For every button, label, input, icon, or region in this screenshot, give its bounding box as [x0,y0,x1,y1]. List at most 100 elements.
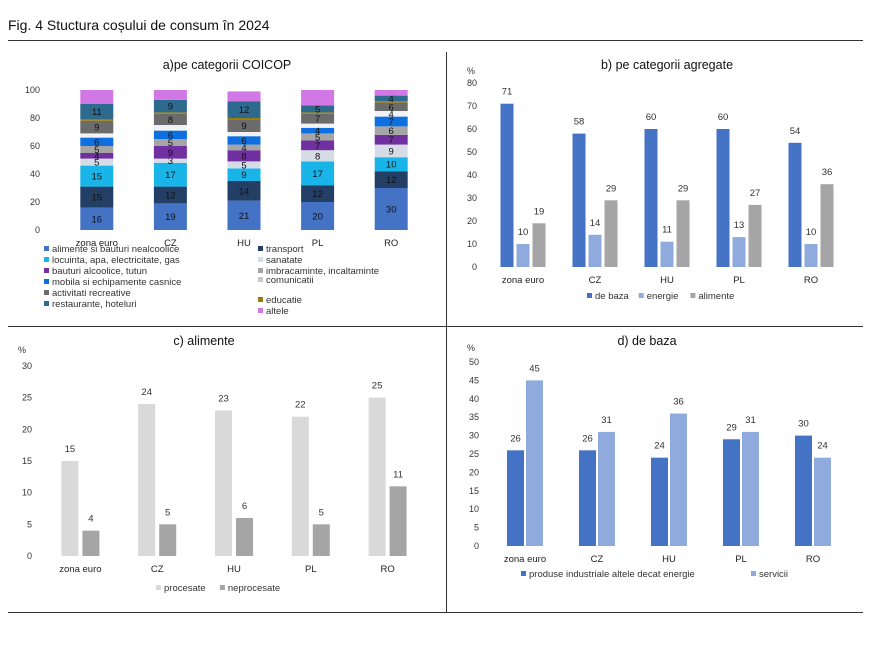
x-category-label: PL [733,275,745,286]
legend-label-recreative: activitati recreative [52,288,131,299]
chart-c-alimente: c) alimente% 0 5 10 15 20 25 30 15 4 zona euro 24 5 C… [8,328,446,611]
segment-label: 6 [94,137,99,148]
y-tick-label: 25 [469,449,479,459]
bar-servicii [670,413,687,546]
bar-segment-sanatate [301,150,335,162]
bar-alimente_agg [748,204,762,267]
segment-label: 3 [168,156,173,167]
data-label: 4 [88,514,93,525]
bar-procesate [368,397,386,556]
y-tick-label: 0 [35,225,40,235]
legend-swatch-energie [638,293,644,298]
data-label: 23 [218,393,229,404]
segment-label: 5 [315,104,320,115]
y-tick-label: 80 [30,113,40,123]
bar-segment-restaurante [227,101,261,118]
segment-label: 9 [241,121,246,132]
bar-segment-altele [301,90,335,106]
x-category-label: zona euro [504,554,546,565]
y-tick-label: 5 [27,519,32,529]
bar-segment-bauturi [153,146,187,159]
segment-label: 12 [239,105,250,116]
y-tick-label: 70 [467,101,477,111]
bar-segment-alimente [374,188,408,230]
x-category-label: RO [380,564,394,575]
data-label: 27 [750,188,761,199]
legend-swatch-servicii [751,571,756,576]
y-tick-label: 15 [22,456,32,466]
segment-label: 16 [92,214,103,225]
legend-swatch-locuinta [44,257,49,262]
legend-label-restaurante: restaurante, hoteluri [52,299,137,310]
bar-segment-bauturi [80,153,114,159]
bar-segment-restaurante [80,104,114,120]
bar-alimente_agg [604,200,618,267]
legend-label-comunicatii: comunicatii [266,275,314,286]
segment-label: 10 [386,160,397,171]
y-axis-unit: % [467,343,475,353]
bar-segment-mobila [227,136,261,145]
bar-segment-comunicatii [374,111,408,117]
data-label: 19 [534,206,545,217]
bar-segment-transport [80,186,114,208]
bar-segment-educatie [153,112,187,114]
y-tick-label: 20 [467,216,477,226]
legend-swatch-mobila [44,279,49,284]
chart-a-svg: a)pe categorii COICOP 0 20 40 60 80 100 16 15 15 5… [25,58,408,317]
segment-label: 8 [168,115,173,126]
bar-neprocesate [159,524,177,556]
segment-label: 21 [239,211,250,222]
y-axis-unit: % [467,66,475,76]
legend-swatch-de_baza [587,293,592,298]
data-label: 45 [529,363,540,374]
data-label: 24 [654,441,665,452]
bar-servicii [742,431,759,546]
y-tick-label: 100 [25,85,40,95]
chart-c-title: c) alimente [173,334,234,348]
bar-segment-comunicatii [153,125,187,131]
bar-segment-sanatate [153,158,187,163]
legend-label-imbracaminte: imbracaminte, incaltaminte [266,266,379,277]
legend-label-altele: altele [266,306,289,317]
segment-label: 7 [315,114,320,125]
bar-alimente_agg [676,200,690,267]
data-label: 54 [790,126,801,137]
y-tick-label: 50 [467,147,477,157]
segment-label: 7 [315,141,320,152]
x-category-label: RO [384,238,398,249]
bar-segment-transport [153,186,187,204]
bar-neprocesate [389,486,407,556]
bar-segment-educatie [301,112,335,114]
data-label: 15 [65,444,76,455]
data-label: 36 [673,397,684,408]
x-category-label: CZ [164,238,177,249]
segment-label: 9 [389,146,394,157]
segment-label: 7 [389,135,394,146]
middle-rule [8,326,863,327]
data-label: 11 [662,225,672,236]
legend-swatch-alimente [44,246,49,251]
x-category-label: PL [305,564,317,575]
bar-segment-recreative [374,102,408,111]
legend-swatch-produse [521,571,526,576]
bar-segment-alimente [227,200,261,230]
data-label: 13 [734,220,745,231]
segment-label: 6 [389,102,394,113]
bar-segment-locuinta [374,157,408,172]
chart-b-title: b) pe categorii agregate [601,58,733,72]
data-label: 36 [822,167,833,178]
bar-segment-sanatate [374,144,408,158]
y-tick-label: 10 [22,488,32,498]
legend-label-alimente_agg: alimente [698,291,734,302]
y-tick-label: 60 [467,124,477,134]
y-tick-label: 0 [472,262,477,272]
bar-segment-bauturi [374,134,408,145]
data-label: 10 [806,227,817,238]
bar-de_baza [644,129,658,267]
y-tick-label: 20 [30,197,40,207]
chart-a-coicop: a)pe categorii COICOP 0 20 40 60 80 100 16 15 15 5… [8,52,446,324]
legend-swatch-educatie [258,297,263,302]
chart-c-svg: c) alimente% 0 5 10 15 20 25 30 15 4 zona euro 24 5 C… [18,334,407,594]
segment-label: 4 [241,143,246,154]
bar-segment-locuinta [153,162,187,187]
